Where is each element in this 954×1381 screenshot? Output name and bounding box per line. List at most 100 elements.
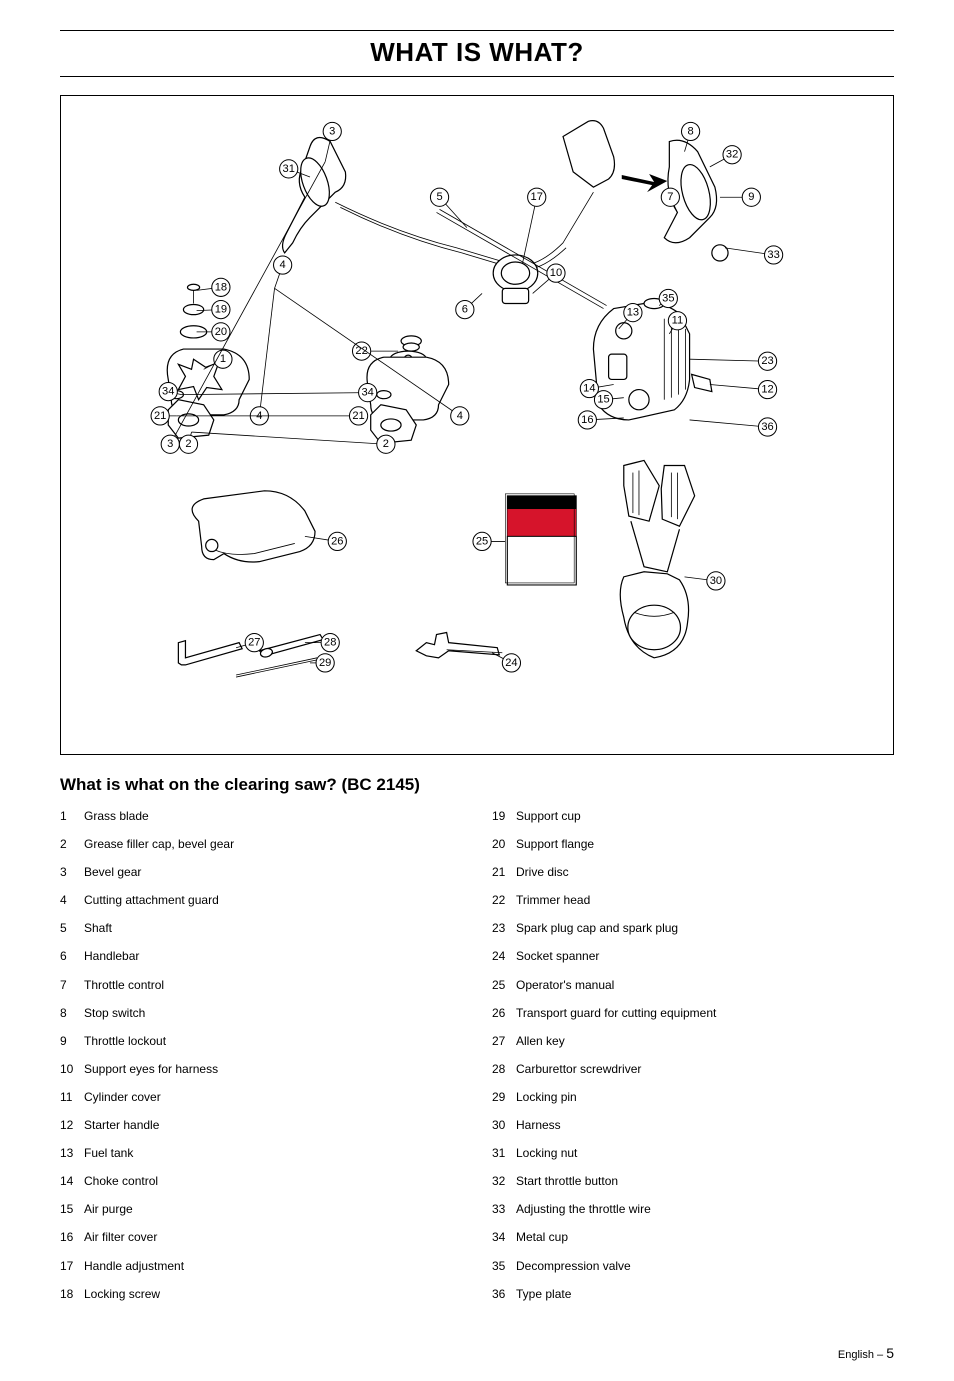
part-item: 12Starter handle	[60, 1118, 462, 1134]
part-number: 1	[60, 809, 84, 825]
part-number: 13	[60, 1146, 84, 1162]
part-label: Locking screw	[84, 1287, 462, 1303]
part-item: 7Throttle control	[60, 978, 462, 994]
callout-number: 23	[761, 355, 773, 367]
callout-number: 14	[583, 383, 595, 395]
part-number: 29	[492, 1090, 516, 1106]
part-label: Allen key	[516, 1034, 894, 1050]
parts-diagram: 3832315177933410181963513112022123141215…	[60, 95, 894, 755]
part-number: 2	[60, 837, 84, 853]
callout-number: 12	[761, 384, 773, 396]
callout-number: 7	[667, 191, 673, 203]
part-number: 18	[60, 1287, 84, 1303]
callout-number: 28	[324, 637, 336, 649]
part-item: 18Locking screw	[60, 1287, 462, 1303]
part-number: 35	[492, 1259, 516, 1275]
title-bar: WHAT IS WHAT?	[60, 30, 894, 77]
part-number: 15	[60, 1202, 84, 1218]
part-label: Shaft	[84, 921, 462, 937]
part-number: 11	[60, 1090, 84, 1106]
part-item: 36Type plate	[492, 1287, 894, 1303]
parts-column-right: 19Support cup 20Support flange 21Drive dis…	[492, 809, 894, 1315]
part-item: 32Start throttle button	[492, 1174, 894, 1190]
callout-number: 13	[627, 307, 639, 319]
part-label: Cylinder cover	[84, 1090, 462, 1106]
part-number: 8	[60, 1006, 84, 1022]
callout-number: 35	[662, 292, 674, 304]
callout-number: 3	[329, 125, 335, 137]
part-item: 29Locking pin	[492, 1090, 894, 1106]
part-item: 13Fuel tank	[60, 1146, 462, 1162]
section-subtitle: What is what on the clearing saw? (BC 21…	[60, 775, 894, 795]
part-number: 5	[60, 921, 84, 937]
part-number: 24	[492, 949, 516, 965]
part-label: Start throttle button	[516, 1174, 894, 1190]
callout-number: 25	[476, 535, 488, 547]
callout-number: 2	[383, 438, 389, 450]
part-label: Throttle control	[84, 978, 462, 994]
part-label: Air filter cover	[84, 1230, 462, 1246]
part-item: 23Spark plug cap and spark plug	[492, 921, 894, 937]
callout-number: 9	[748, 191, 754, 203]
callout-number: 19	[215, 304, 227, 316]
part-item: 20Support flange	[492, 837, 894, 853]
part-number: 21	[492, 865, 516, 881]
footer-language: English	[838, 1349, 874, 1361]
part-item: 22Trimmer head	[492, 893, 894, 909]
callout-number: 32	[726, 149, 738, 161]
part-label: Support flange	[516, 837, 894, 853]
part-label: Type plate	[516, 1287, 894, 1303]
part-label: Harness	[516, 1118, 894, 1134]
callout-number: 31	[283, 163, 295, 175]
part-item: 9Throttle lockout	[60, 1034, 462, 1050]
callout-number: 17	[531, 191, 543, 203]
footer-sep: –	[877, 1349, 883, 1361]
part-item: 2Grease filler cap, bevel gear	[60, 837, 462, 853]
callout-number: 36	[761, 421, 773, 433]
part-number: 9	[60, 1034, 84, 1050]
part-number: 30	[492, 1118, 516, 1134]
parts-list: 1Grass blade 2Grease filler cap, bevel ge…	[60, 809, 894, 1315]
callout-number: 5	[436, 191, 442, 203]
part-label: Air purge	[84, 1202, 462, 1218]
footer-page-number: 5	[886, 1345, 894, 1361]
part-item: 15Air purge	[60, 1202, 462, 1218]
page-title: WHAT IS WHAT?	[60, 31, 894, 76]
callout-number: 8	[688, 125, 694, 137]
part-item: 31Locking nut	[492, 1146, 894, 1162]
part-label: Operator's manual	[516, 978, 894, 994]
part-label: Grass blade	[84, 809, 462, 825]
part-label: Decompression valve	[516, 1259, 894, 1275]
part-item: 10Support eyes for harness	[60, 1062, 462, 1078]
part-item: 8Stop switch	[60, 1006, 462, 1022]
part-label: Bevel gear	[84, 865, 462, 881]
callout-number: 21	[352, 410, 364, 422]
part-item: 5Shaft	[60, 921, 462, 937]
part-label: Metal cup	[516, 1230, 894, 1246]
part-number: 26	[492, 1006, 516, 1022]
callout-number: 20	[215, 326, 227, 338]
part-item: 6Handlebar	[60, 949, 462, 965]
part-item: 19Support cup	[492, 809, 894, 825]
part-number: 34	[492, 1230, 516, 1246]
part-number: 19	[492, 809, 516, 825]
part-item: 4Cutting attachment guard	[60, 893, 462, 909]
part-number: 10	[60, 1062, 84, 1078]
callout-number: 21	[154, 410, 166, 422]
part-item: 28Carburettor screwdriver	[492, 1062, 894, 1078]
part-item: 16Air filter cover	[60, 1230, 462, 1246]
part-number: 16	[60, 1230, 84, 1246]
callout-number: 2	[185, 438, 191, 450]
callout-number: 30	[710, 575, 722, 587]
part-number: 22	[492, 893, 516, 909]
page-footer: English – 5	[60, 1345, 894, 1361]
part-number: 32	[492, 1174, 516, 1190]
callout-number: 18	[215, 281, 227, 293]
part-label: Drive disc	[516, 865, 894, 881]
callout-number: 10	[550, 267, 562, 279]
part-label: Stop switch	[84, 1006, 462, 1022]
part-item: 25Operator's manual	[492, 978, 894, 994]
part-number: 27	[492, 1034, 516, 1050]
part-item: 17Handle adjustment	[60, 1259, 462, 1275]
part-label: Carburettor screwdriver	[516, 1062, 894, 1078]
